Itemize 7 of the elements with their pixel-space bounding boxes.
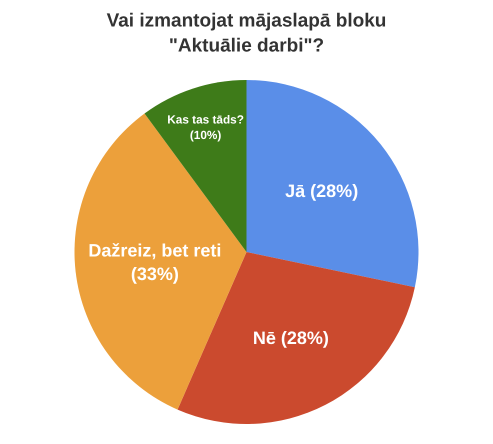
slice-label: Nē (28%) [252, 328, 329, 348]
chart-title: Vai izmantojat mājaslapā bloku "Aktuālie darbi"? [106, 10, 386, 56]
pie-slice [246, 80, 418, 288]
slice-label: Dažreiz, bet reti (33%) [88, 240, 222, 284]
slice-label: Jā (28%) [285, 180, 358, 201]
slice-label: Kas tas tāds? (10%) [167, 114, 244, 142]
pie-slice [74, 113, 246, 410]
